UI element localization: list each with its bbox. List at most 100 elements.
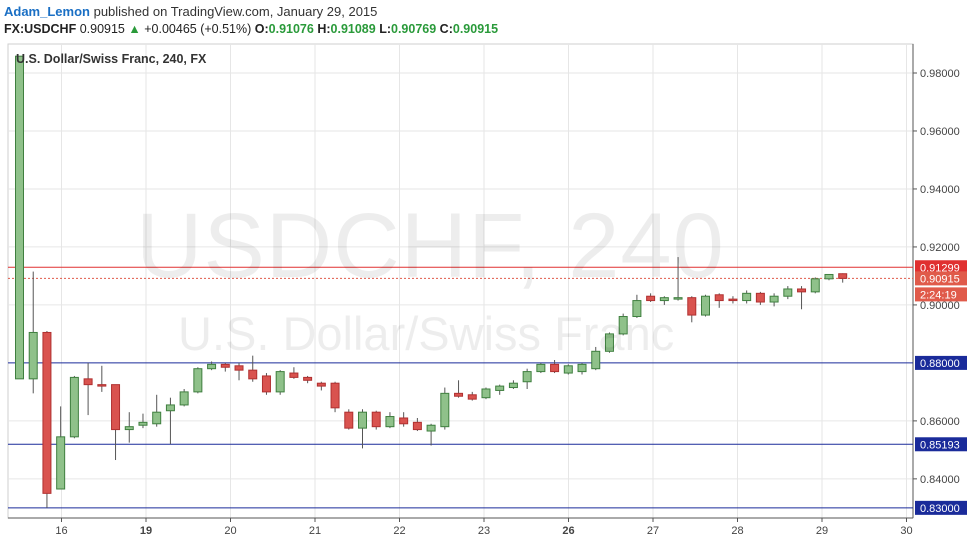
published-text: published on TradingView.com, January 29… xyxy=(93,4,378,19)
candle-body xyxy=(454,392,464,397)
countdown-tag-bg xyxy=(915,287,967,302)
x-tick-label: 28 xyxy=(731,525,743,537)
candle-body xyxy=(783,288,793,297)
level-price-tag-bg xyxy=(915,500,967,515)
candle-body xyxy=(563,365,573,374)
candle-body xyxy=(330,382,340,409)
y-tick-label: 0.98000 xyxy=(920,68,960,80)
candle-body xyxy=(56,436,66,490)
level-price-tag: 0.88000 xyxy=(920,358,960,370)
x-tick-label: 27 xyxy=(647,525,659,537)
last-price: 0.90915 xyxy=(79,22,125,36)
candle-body xyxy=(728,298,738,302)
last-price-tag: 0.90915 xyxy=(920,273,960,285)
close-label: C: xyxy=(439,22,453,36)
candle-body xyxy=(179,391,189,406)
candle-body xyxy=(358,411,367,429)
x-tick-label: 16 xyxy=(55,525,67,537)
candle-body xyxy=(673,297,683,300)
candle-body xyxy=(577,363,587,373)
candle-body xyxy=(467,394,477,400)
candle-body xyxy=(646,295,656,302)
candle-body xyxy=(97,384,107,387)
high-value: 0.91089 xyxy=(330,22,376,36)
level-price-tag: 0.91299 xyxy=(920,262,960,274)
level-price-tag-bg xyxy=(915,437,967,452)
y-tick-label: 0.94000 xyxy=(920,184,960,196)
candle-body xyxy=(111,384,121,431)
level-price-tag-bg xyxy=(915,260,967,275)
low-label: L: xyxy=(379,22,391,36)
candle-body xyxy=(83,378,93,386)
candle-body xyxy=(399,417,409,425)
candle-body xyxy=(261,375,271,393)
plot-area xyxy=(7,43,914,519)
low-value: 0.90769 xyxy=(391,22,437,36)
symbol-label: FX:USDCHF xyxy=(4,22,77,36)
x-tick-label: 19 xyxy=(140,525,152,537)
candle-body xyxy=(15,55,24,380)
candle-body xyxy=(687,297,697,316)
publish-line: Adam_Lemon published on TradingView.com,… xyxy=(4,4,377,19)
candle-body xyxy=(28,331,38,380)
candle-body xyxy=(316,382,326,387)
chart-legend: U.S. Dollar/Swiss Franc, 240, FX xyxy=(16,52,207,66)
candle-body xyxy=(207,363,217,370)
up-arrow-icon: ▲ xyxy=(128,22,141,36)
author-link[interactable]: Adam_Lemon xyxy=(4,4,90,19)
candle-body xyxy=(289,372,299,378)
x-tick-label: 30 xyxy=(900,525,912,537)
y-tick-label: 0.96000 xyxy=(920,126,960,138)
x-tick-label: 29 xyxy=(816,525,828,537)
price-change: +0.00465 (+0.51%) xyxy=(144,22,252,36)
high-label: H: xyxy=(317,22,331,36)
level-price-tag-bg xyxy=(915,355,967,370)
candle-body xyxy=(385,416,395,428)
y-tick-label: 0.92000 xyxy=(920,242,960,254)
candle-body xyxy=(165,404,175,412)
candle-body xyxy=(248,369,258,380)
candle-body xyxy=(550,363,560,373)
candle-body xyxy=(412,421,422,431)
chart-header: Adam_Lemon published on TradingView.com,… xyxy=(4,2,964,40)
x-tick-label: 21 xyxy=(309,525,321,537)
candle-body xyxy=(275,371,285,393)
candle-body xyxy=(42,331,52,494)
candle-body xyxy=(234,365,244,371)
candle-body xyxy=(69,376,79,438)
level-price-tag: 0.85193 xyxy=(920,439,960,451)
last-price-tag-bg xyxy=(915,271,967,286)
candle-body xyxy=(344,411,354,429)
candle-body xyxy=(152,411,162,425)
candle-body xyxy=(659,297,669,302)
x-tick-label: 23 xyxy=(478,525,490,537)
candle-body xyxy=(769,295,779,303)
candle-body xyxy=(755,292,765,303)
candle-body xyxy=(797,288,807,293)
y-tick-label: 0.84000 xyxy=(920,474,960,486)
open-label: O: xyxy=(254,22,269,36)
candle-body xyxy=(138,421,148,426)
candle-body xyxy=(508,382,518,389)
candle-body xyxy=(193,368,203,393)
candle-body xyxy=(742,292,752,302)
candle-body xyxy=(591,350,601,370)
candle-body xyxy=(522,371,532,383)
candle-body xyxy=(440,392,450,428)
candle-body xyxy=(714,294,724,302)
candle-body xyxy=(371,411,381,428)
candle-body xyxy=(303,376,313,381)
candle-body xyxy=(495,385,505,391)
candle-body xyxy=(426,424,436,432)
candle-body xyxy=(632,300,642,318)
candle-body xyxy=(701,295,710,316)
open-value: 0.91076 xyxy=(268,22,314,36)
candle-body xyxy=(838,273,848,279)
candle-body xyxy=(481,388,491,399)
x-tick-label: 20 xyxy=(224,525,236,537)
x-tick-label: 22 xyxy=(393,525,405,537)
candle-body xyxy=(220,363,230,368)
candle-body xyxy=(824,273,834,280)
candle-body xyxy=(810,278,820,293)
x-tick-label: 26 xyxy=(562,525,574,537)
